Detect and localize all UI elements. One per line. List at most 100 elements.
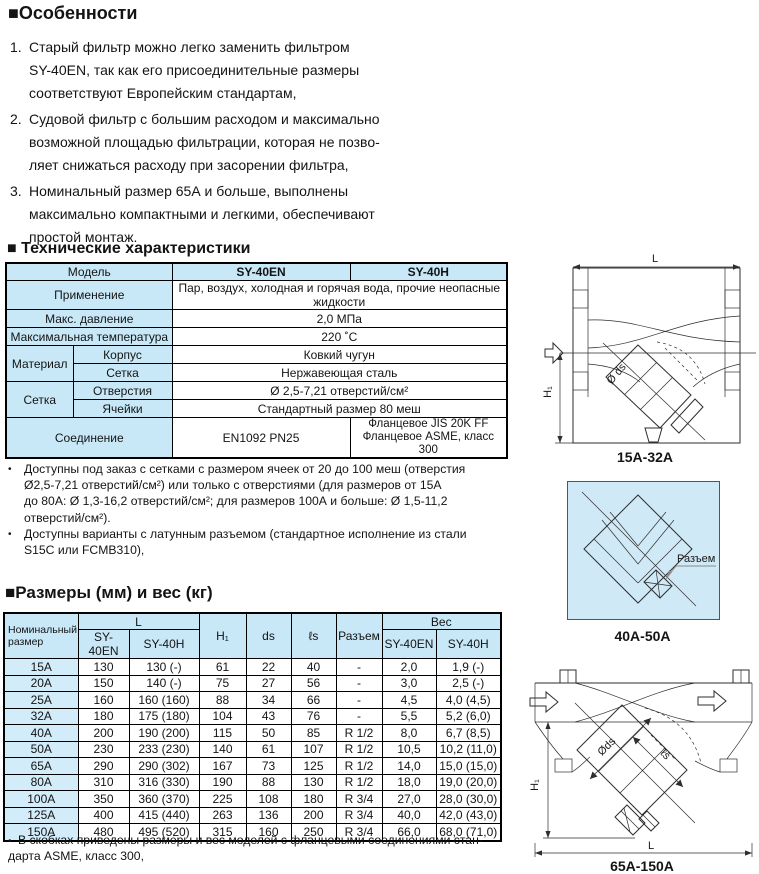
header-plug: Разъем <box>335 612 383 659</box>
cell-nominal-size: 50A <box>3 740 79 758</box>
note-line: Доступны под заказ с сетками с размером … <box>24 462 466 476</box>
arrowhead <box>666 570 672 579</box>
spec-material-body-value: Ковкий чугун <box>171 345 508 364</box>
cell-nominal-size: 15A <box>3 658 79 676</box>
cell-ls: 180 <box>290 790 337 808</box>
arrowhead <box>745 850 752 856</box>
note-line: S15C или FCMB310), <box>24 543 145 558</box>
table-row: Номинальный размер L H₁ ds ℓs Разъем Вес <box>3 612 502 659</box>
cell-weight-sy40h: 68,0 (71,0) <box>435 823 502 841</box>
cell-ds: 34 <box>245 691 292 709</box>
cell-plug: - <box>335 658 383 676</box>
feature-number: 2. <box>10 111 22 127</box>
feature-text: Старый фильтр можно легко заменить фильт… <box>29 36 359 105</box>
cell-ls: 130 <box>290 773 337 791</box>
cell-l-sy40en: 130 <box>77 658 130 676</box>
note-item-2: • Доступны варианты с латунным разъемом … <box>8 526 467 558</box>
footnote-line2: дарта ASME, класс 300, <box>8 849 144 863</box>
cell-plug: R 1/2 <box>335 740 383 758</box>
cell-weight-sy40h: 4,0 (4,5) <box>435 691 502 709</box>
spec-pressure-value: 2,0 МПа <box>171 309 508 328</box>
spec-screen-mesh-value: Стандартный размер 80 меш <box>171 399 508 418</box>
cell-nominal-size: 20A <box>3 674 79 692</box>
cell-h1: 225 <box>198 790 247 808</box>
cell-ls: 56 <box>290 674 337 692</box>
cell-weight-sy40h: 28,0 (30,0) <box>435 790 502 808</box>
header-l-sy40en: SY-40EN <box>77 629 130 659</box>
drawing-caption-15a-32a: 15A-32A <box>616 449 674 465</box>
drain-spout <box>644 427 663 443</box>
cell-l-sy40en: 290 <box>77 757 130 775</box>
cell-weight-sy40h: 19,0 (20,0) <box>435 773 502 791</box>
note-item-1: • Доступны под заказ с сетками с размеро… <box>8 461 465 526</box>
header-ds: ds <box>245 612 292 659</box>
cell-l-sy40h: 290 (302) <box>128 757 200 775</box>
table-row: 15A 130 130 (-) 61 22 40 - 2,0 1,9 (-) <box>3 658 502 676</box>
cell-ls: 40 <box>290 658 337 676</box>
table-row: 50A 230 233 (230) 140 61 107 R 1/2 10,5 … <box>3 740 502 758</box>
cell-weight-sy40en: 5,5 <box>381 707 437 725</box>
header-w-sy40h: SY-40H <box>435 629 502 659</box>
cell-weight-sy40en: 14,0 <box>381 757 437 775</box>
cell-weight-sy40en: 8,0 <box>381 724 437 742</box>
spec-application-label: Применение <box>5 280 173 310</box>
note-line: до 80А: Ø 1,3-16,2 отверстий/см²; для ра… <box>24 494 448 509</box>
spec-col-sy40en: SY-40EN <box>171 262 351 281</box>
spec-pressure-label: Макс. давление <box>5 309 173 328</box>
arrowhead <box>545 722 551 729</box>
spec-connection-h-line1: Фланцевое JIS 20K FF <box>368 418 489 430</box>
header-w-sy40en: SY-40EN <box>381 629 437 659</box>
cell-h1: 61 <box>198 658 247 676</box>
cell-ls: 200 <box>290 806 337 824</box>
cell-h1: 88 <box>198 691 247 709</box>
cell-plug: R 3/4 <box>335 806 383 824</box>
screen-cartridge <box>576 704 688 816</box>
cell-nominal-size: 32A <box>3 707 79 725</box>
cell-l-sy40h: 415 (440) <box>128 806 200 824</box>
drain-plug <box>614 804 646 836</box>
arrowhead <box>675 779 683 787</box>
dim-label-ls: ℓs <box>658 747 673 762</box>
bullet-icon: • <box>8 529 12 540</box>
cell-l-sy40h: 190 (200) <box>128 724 200 742</box>
cell-plug: R 3/4 <box>335 790 383 808</box>
dim-label-l: L <box>652 253 658 265</box>
table-row: Ячейки Стандартный размер 80 меш <box>6 399 508 418</box>
cell-ls: 66 <box>290 691 337 709</box>
table-row: 32A 180 175 (180) 104 43 76 - 5,5 5,2 (6… <box>3 707 502 725</box>
header-l: L <box>77 612 200 630</box>
cell-ds: 136 <box>245 806 292 824</box>
cell-weight-sy40h: 15,0 (15,0) <box>435 757 502 775</box>
cell-nominal-size: 40A <box>3 724 79 742</box>
cell-l-sy40en: 350 <box>77 790 130 808</box>
cell-nominal-size: 100A <box>3 790 79 808</box>
strainer-drawing-40a-50a: Разъем <box>581 491 716 607</box>
spec-col-sy40h: SY-40H <box>349 262 508 281</box>
feature-text: Номинальный размер 65А и больше, выполне… <box>29 180 375 249</box>
spec-connection-h: Фланцевое JIS 20K FF Фланцевое ASME, кла… <box>349 417 508 459</box>
drawing-caption-65a-150a: 65A-150A <box>610 858 674 874</box>
header-weight: Вес <box>381 612 502 630</box>
feature-line: Номинальный размер 65А и больше, выполне… <box>29 183 349 199</box>
table-row: 20A 150 140 (-) 75 27 56 - 3,0 2,5 (-) <box>3 674 502 692</box>
footnote-line1: В скобках приведены размеры и вес моделе… <box>18 833 483 847</box>
cell-weight-sy40h: 10,2 (11,0) <box>435 740 502 758</box>
bullet-icon: • <box>8 464 12 475</box>
table-row: Соединение EN1092 PN25 Фланцевое JIS 20K… <box>5 417 508 459</box>
cell-plug: R 3/4 <box>335 823 383 841</box>
cell-weight-sy40en: 27,0 <box>381 790 437 808</box>
note-text: Доступны варианты с латунным разъемом (с… <box>24 526 467 558</box>
feature-line: простой монтаж. <box>29 229 138 245</box>
cell-l-sy40en: 150 <box>77 674 130 692</box>
cell-nominal-size: 80A <box>3 773 79 791</box>
cell-weight-sy40en: 18,0 <box>381 773 437 791</box>
cell-weight-sy40h: 42,0 (43,0) <box>435 806 502 824</box>
cell-nominal-size: 150A <box>3 823 79 841</box>
table-row: Максимальная температура 220 ˚C <box>5 327 508 346</box>
cell-plug: - <box>335 707 383 725</box>
cell-weight-sy40en: 4,5 <box>381 691 437 709</box>
header-nominal-line1: Номинальный <box>8 624 77 636</box>
cell-weight-sy40h: 6,7 (8,5) <box>435 724 502 742</box>
cell-plug: R 1/2 <box>335 757 383 775</box>
flow-arrow-icon <box>529 690 559 714</box>
